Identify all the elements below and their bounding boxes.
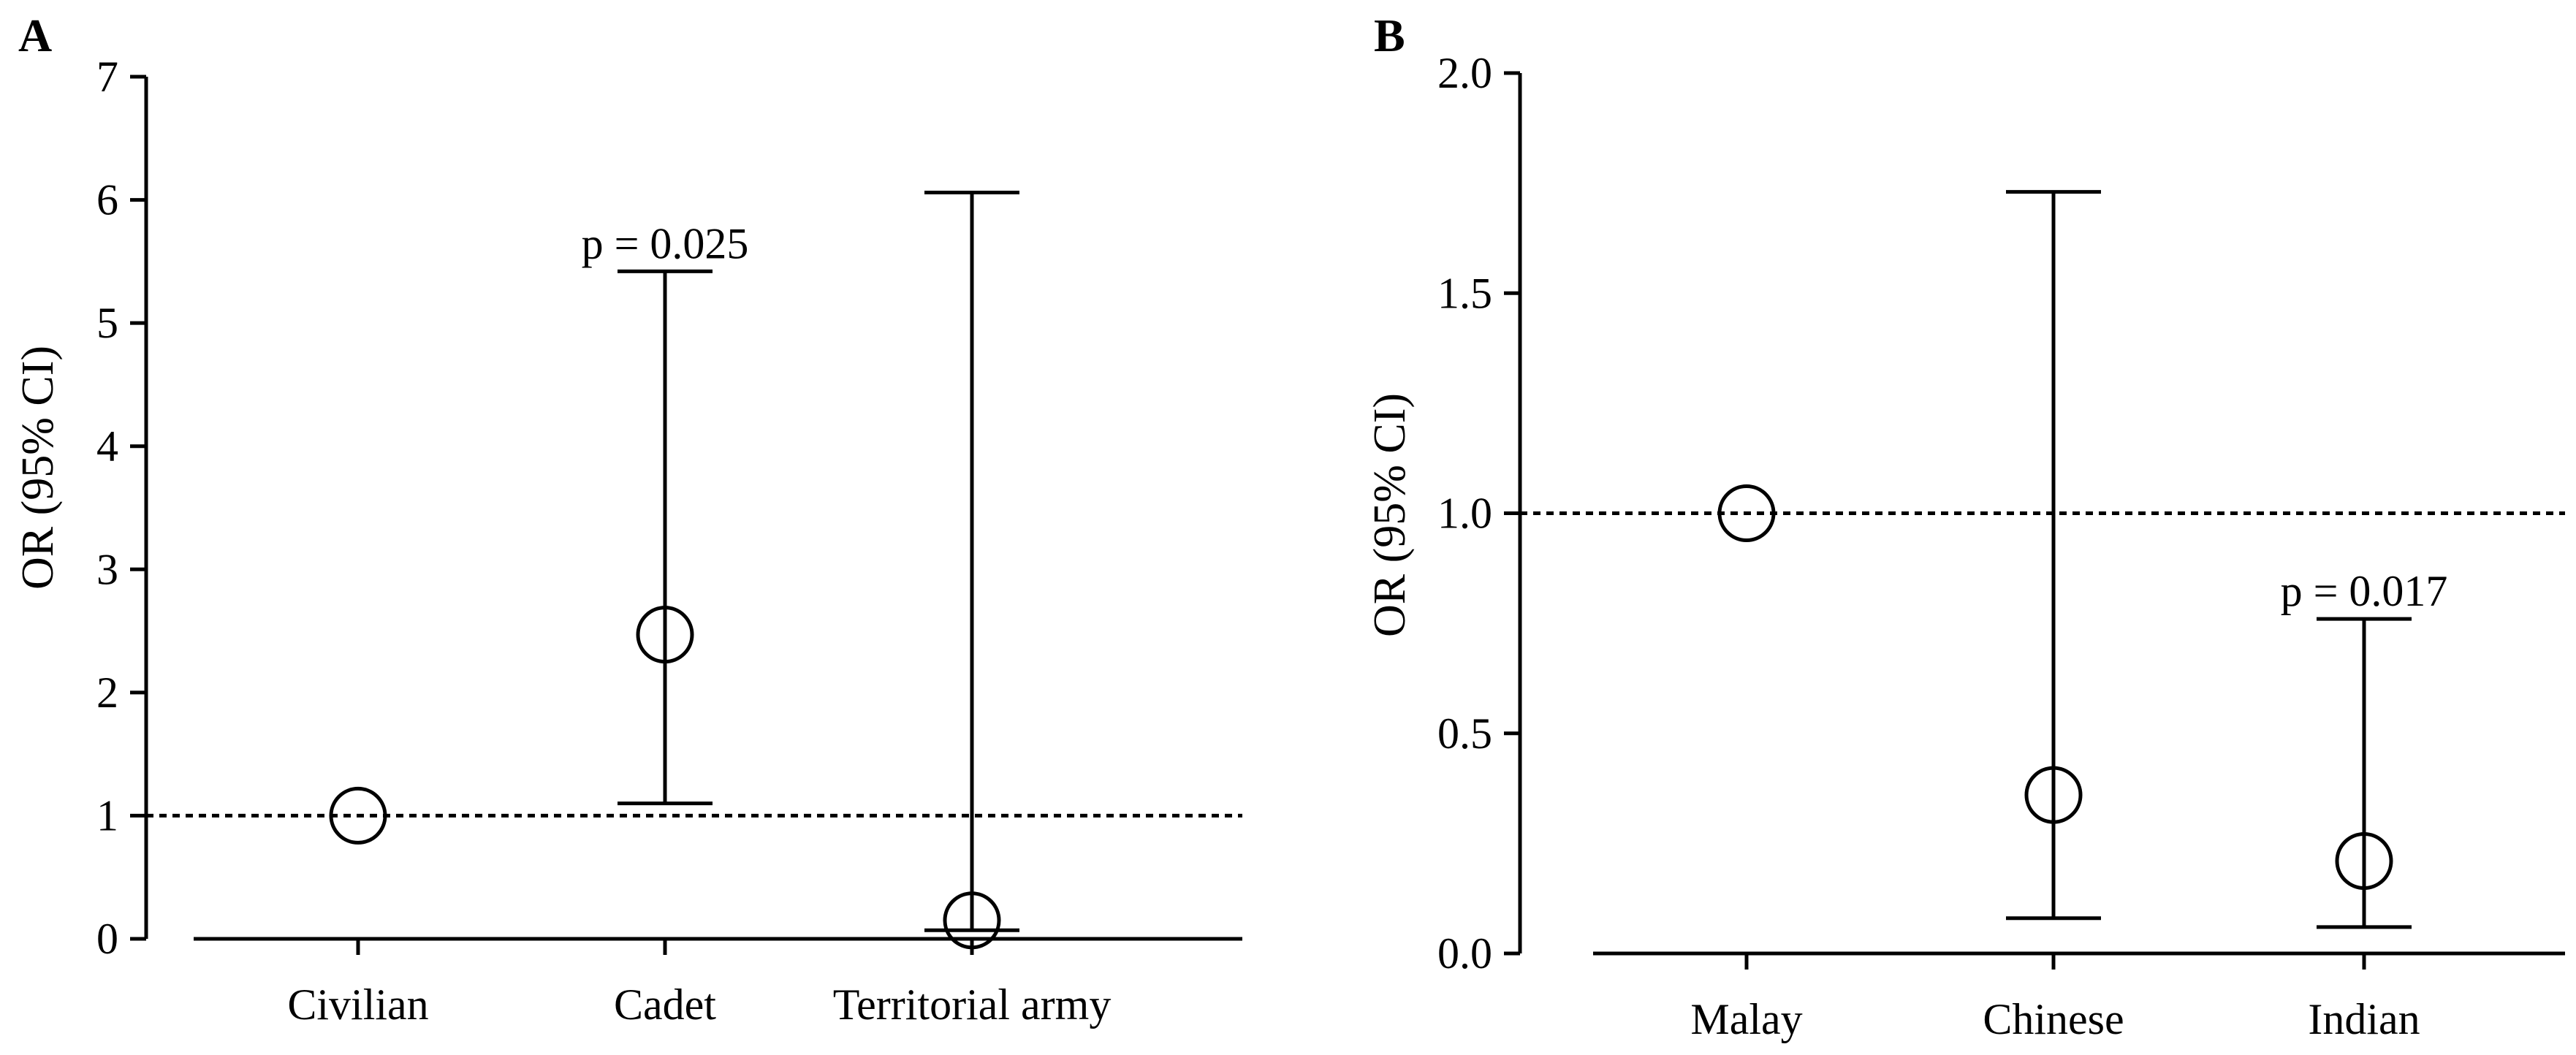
panel-a-y-tick-label: 0	[96, 915, 118, 963]
panel-a-data-point	[943, 891, 1001, 950]
panel-b-x-tick-label: Chinese	[1983, 995, 2124, 1043]
panel-a-y-tick-label: 5	[96, 299, 118, 347]
panel-b-p-value-annotation: p = 0.017	[2281, 567, 2448, 615]
panel-b-y-tick-label: 0.0	[1437, 929, 1492, 978]
panel-b-y-tick-label: 2.0	[1437, 49, 1492, 97]
panel-a: A OR (95% CI) 0 1 2 3 4 5 6 7 Civilian Cadet Terri…	[13, 9, 1242, 1029]
panel-a-y-tick-label: 2	[96, 669, 118, 717]
panel-b-letter: B	[1374, 9, 1405, 61]
panel-b-plot-area: 0.0 0.5 1.0 1.5 2.0 Malay Chinese Indian p = 0.0…	[1437, 49, 2565, 1043]
panel-a-p-value-annotation: p = 0.025	[582, 219, 749, 267]
panel-a-data-point	[636, 606, 694, 664]
panel-b-data-point	[1717, 484, 1776, 542]
panel-a-y-tick-label: 1	[96, 791, 118, 839]
panel-a-y-tick-label: 7	[96, 53, 118, 101]
panel-b-x-tick-label: Malay	[1690, 995, 1802, 1043]
panel-a-y-axis-title: OR (95% CI)	[13, 346, 63, 590]
panel-b-y-tick-label: 0.5	[1437, 709, 1492, 758]
panel-a-data-point	[329, 786, 387, 845]
panel-b: B OR (95% CI) 0.0 0.5 1.0 1.5 2.0 Malay Chines…	[1365, 9, 2565, 1043]
panel-b-y-tick-label: 1.5	[1437, 269, 1492, 317]
panel-a-y-tick-label: 4	[96, 422, 118, 471]
panel-a-x-tick-label: Civilian	[287, 980, 428, 1029]
panel-b-data-point	[2335, 831, 2393, 890]
panel-a-y-tick-label: 6	[96, 176, 118, 224]
panel-a-plot-area: 0 1 2 3 4 5 6 7 Civilian Cadet Territorial army p =…	[96, 53, 1242, 1029]
panel-b-x-tick-label: Indian	[2308, 995, 2420, 1043]
panel-b-y-tick-label: 1.0	[1437, 490, 1492, 538]
panel-b-y-axis-title: OR (95% CI)	[1365, 393, 1415, 637]
panel-a-y-tick-label: 3	[96, 545, 118, 593]
panel-a-x-tick-label: Cadet	[614, 980, 716, 1029]
panel-a-x-tick-label: Territorial army	[833, 980, 1112, 1029]
panel-a-letter: A	[18, 9, 52, 61]
panel-b-data-point	[2024, 766, 2083, 824]
